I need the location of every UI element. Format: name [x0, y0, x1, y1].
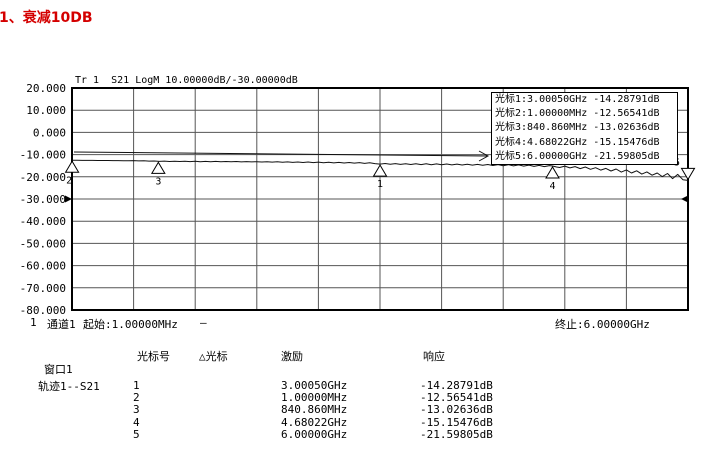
marker-readout-row: 光标2:1.00000MHz -12.56541dB [495, 108, 660, 120]
sweep-indicator: — [200, 316, 207, 329]
page-title: 1、衰减10DB [0, 10, 93, 26]
marker-response: -21.59805dB [420, 427, 493, 441]
table-row: 4 4.68022GHz -15.15476dB [0, 415, 704, 429]
y-axis-tick-label: -20.000 [20, 171, 66, 184]
marker-response: -13.02636dB [420, 403, 493, 417]
marker-readout-row: 光标1:3.00050GHz -14.28791dB [495, 94, 660, 105]
marker-stimulus: 6.00000GHz [281, 427, 348, 441]
y-axis-tick-label: -30.000 [20, 193, 66, 206]
marker-readout-row: 光标3:840.860MHz -13.02636dB [495, 122, 660, 134]
table-row: 5 6.00000GHz -21.59805dB [0, 427, 704, 441]
table-row: 2 1.00000MHz -12.56541dB [0, 391, 704, 405]
marker-readout-row: 光标5:6.00000GHz -21.59805dB [495, 150, 660, 162]
marker-symbol-up [372, 164, 388, 177]
marker-symbol-up [64, 160, 80, 173]
marker-number: 5 [133, 427, 140, 441]
trace-label: 轨迹1--S21 [38, 380, 100, 393]
y-axis-tick-label: 20.000 [26, 82, 66, 95]
marker-readout-row: 光标4:4.68022GHz -15.15476dB [495, 136, 660, 148]
y-axis-tick-label: 0.000 [33, 126, 66, 139]
sweep-stop: 终止:6.00000GHz [555, 318, 650, 331]
s21-plot: 20.000 10.000 0.000 -10.000 -20.000 -30.000 -4… [20, 82, 696, 317]
marker-response: -14.28791dB [420, 379, 493, 392]
trace-s21 [72, 159, 689, 181]
y-axis-tick-label: -60.000 [20, 260, 66, 273]
y-axis-tick-label: -10.000 [20, 149, 66, 162]
window-label: 窗口1 [44, 363, 73, 376]
y-axis-tick-label: -80.000 [20, 304, 66, 317]
marker-number: 1 [133, 379, 140, 392]
active-marker-leader-line [73, 151, 488, 157]
trace-header: Tr 1 S21 LogM 10.00000dB/-30.00000dB [75, 75, 298, 86]
marker-stimulus: 1.00000MHz [281, 391, 348, 405]
header-marker-number: 光标号 [137, 350, 170, 363]
marker-number: 2 [133, 391, 140, 405]
sweep-start: 起始:1.00000MHz [83, 318, 178, 331]
header-delta-marker: △光标 [199, 350, 228, 363]
marker-number: 4 [133, 415, 140, 429]
marker-number-label: 3 [155, 176, 161, 187]
marker-number: 3 [133, 403, 140, 417]
header-stimulus: 激励 [281, 350, 303, 363]
y-axis-tick-label: 10.000 [26, 104, 66, 117]
marker-info-box: 光标1:3.00050GHz -14.28791dB 光标2:1.00000MHz… [491, 92, 678, 165]
table-row: 3 840.860MHz -13.02636dB [0, 403, 704, 417]
marker-symbol-up [150, 161, 166, 174]
marker-number-label: 2 [66, 175, 72, 186]
marker-stimulus: 840.860MHz [281, 403, 348, 417]
marker-response: -15.15476dB [420, 415, 493, 429]
channel-number: 1 [30, 316, 37, 329]
marker-number-label: 4 [549, 181, 555, 192]
ref-level-arrow-left [65, 195, 72, 203]
y-axis-tick-label: -50.000 [20, 237, 66, 250]
marker-stimulus: 4.68022GHz [281, 415, 348, 429]
marker-response: -12.56541dB [420, 391, 493, 405]
marker-number-label: 1 [377, 179, 383, 190]
active-marker-arrow-icon [478, 150, 490, 162]
header-response: 响应 [423, 350, 445, 363]
marker-symbol-up [545, 166, 560, 179]
ref-level-arrow-right [681, 195, 688, 203]
channel-label: 通道1 [47, 318, 76, 331]
y-axis-tick-label: -70.000 [20, 282, 66, 295]
y-axis-tick-label: -40.000 [20, 215, 66, 228]
marker-stimulus: 3.00050GHz [281, 379, 348, 392]
marker-symbol-down [680, 167, 696, 181]
table-row: 1 3.00050GHz -14.28791dB [0, 379, 704, 392]
